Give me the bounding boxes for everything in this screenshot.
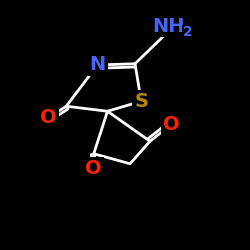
Text: N: N bbox=[90, 56, 106, 74]
Text: O: O bbox=[86, 159, 102, 178]
Text: O: O bbox=[163, 115, 180, 134]
Text: NH: NH bbox=[152, 17, 185, 36]
Text: S: S bbox=[134, 92, 148, 111]
Text: O: O bbox=[40, 108, 57, 127]
Text: 2: 2 bbox=[182, 26, 192, 40]
